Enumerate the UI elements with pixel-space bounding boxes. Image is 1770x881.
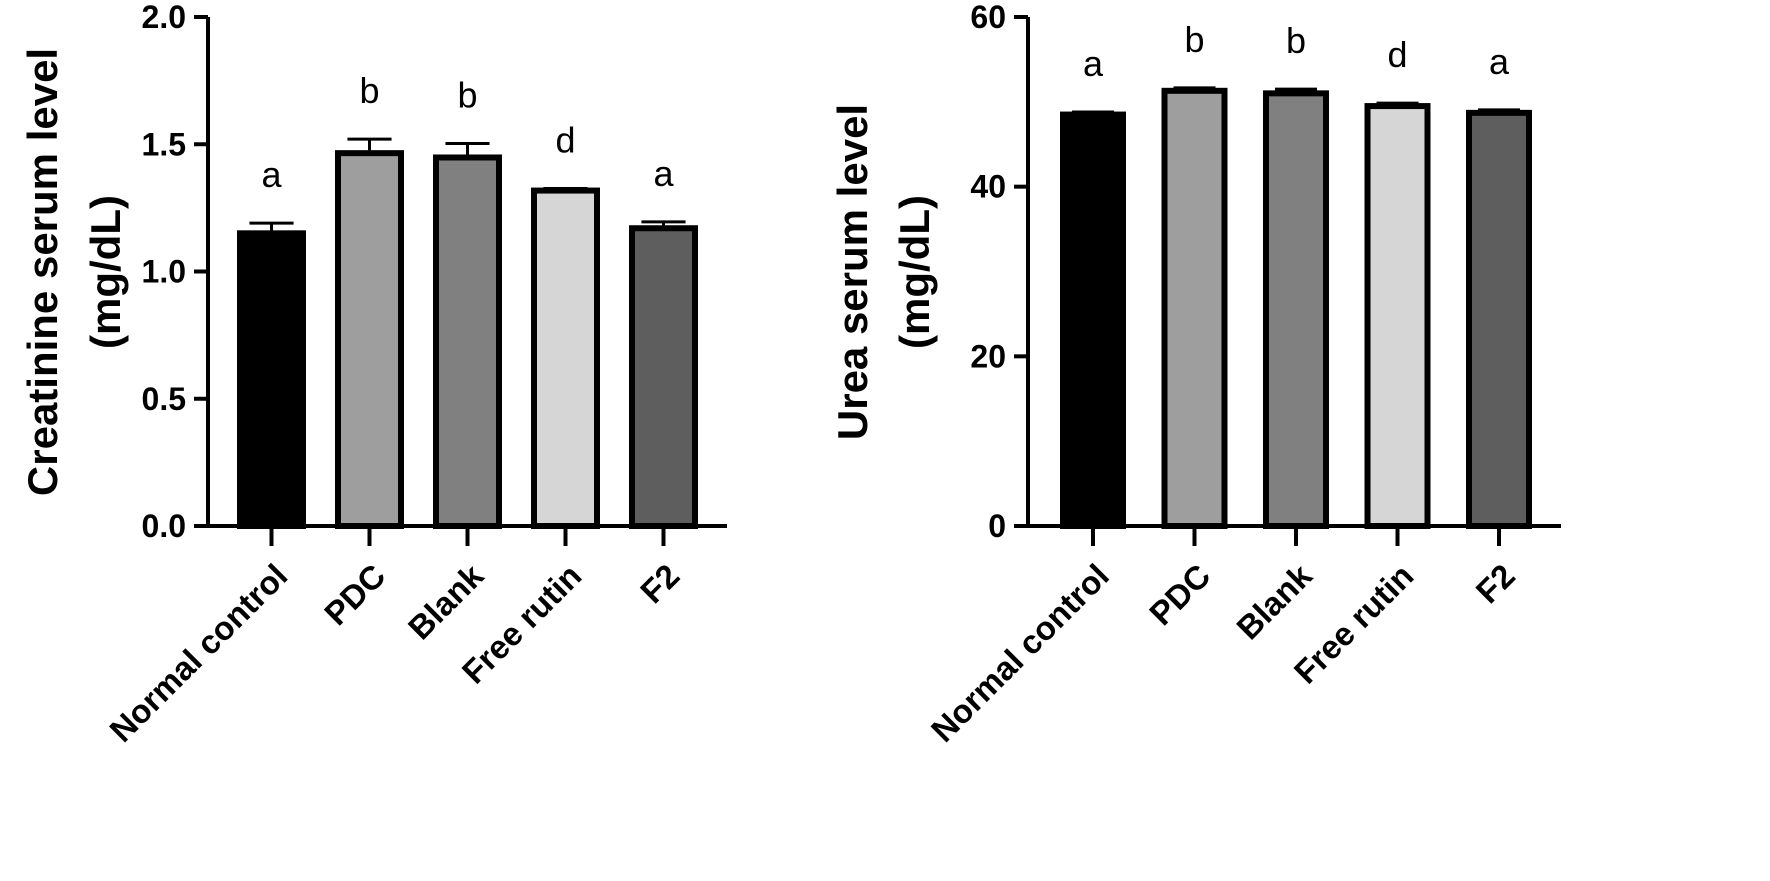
y-axis-title: Urea serum level [829, 104, 876, 440]
bar [1466, 109, 1532, 529]
significance-label: a [1083, 43, 1104, 84]
y-tick-label: 1.5 [142, 126, 186, 162]
significance-label: a [653, 153, 674, 194]
x-tick-label: Normal control [924, 557, 1116, 749]
y-tick-label: 0.5 [142, 381, 186, 417]
y-axis-title: Creatinine serum level [19, 48, 66, 496]
bar [1364, 103, 1431, 529]
significance-label: b [1286, 20, 1306, 61]
significance-label: a [1489, 41, 1510, 82]
significance-label: b [457, 74, 477, 115]
bar [335, 150, 404, 529]
y-tick-label: 0 [988, 508, 1006, 544]
x-tick-label: F2 [633, 557, 686, 610]
x-tick-label: Blank [401, 556, 491, 646]
urea-chart: 0 20 40 60 Urea serum level (mg/dL) a Normal co… [829, 0, 1561, 749]
creatinine-chart: 0.0 0.5 1.0 1.5 2.0 Creatinine serum level (mg… [19, 0, 727, 749]
y-tick-label: 1.0 [142, 254, 186, 290]
significance-label: d [555, 120, 575, 161]
bar [1060, 111, 1126, 530]
significance-label: b [1184, 19, 1204, 60]
x-tick-label: Normal control [102, 557, 294, 749]
y-axis-title-units: (mg/dL) [82, 195, 129, 349]
y-tick-label: 2.0 [142, 0, 186, 35]
significance-label: b [359, 70, 379, 111]
y-axis-title-units: (mg/dL) [891, 195, 938, 349]
significance-label: a [261, 154, 282, 195]
bar [1161, 87, 1228, 530]
y-tick-label: 60 [970, 0, 1006, 35]
bar [629, 225, 698, 530]
y-tick-label: 20 [970, 338, 1006, 374]
significance-label: d [1387, 34, 1407, 75]
y-tick-label: 0.0 [142, 508, 186, 544]
x-tick-label: PDC [1142, 557, 1217, 632]
bar [237, 230, 306, 529]
bar [1263, 90, 1329, 529]
y-tick-label: 40 [970, 169, 1006, 205]
x-tick-label: PDC [317, 557, 392, 632]
bar [433, 154, 502, 529]
bar [531, 187, 600, 529]
x-tick-label: F2 [1469, 557, 1522, 610]
x-tick-label: Blank [1229, 556, 1319, 646]
